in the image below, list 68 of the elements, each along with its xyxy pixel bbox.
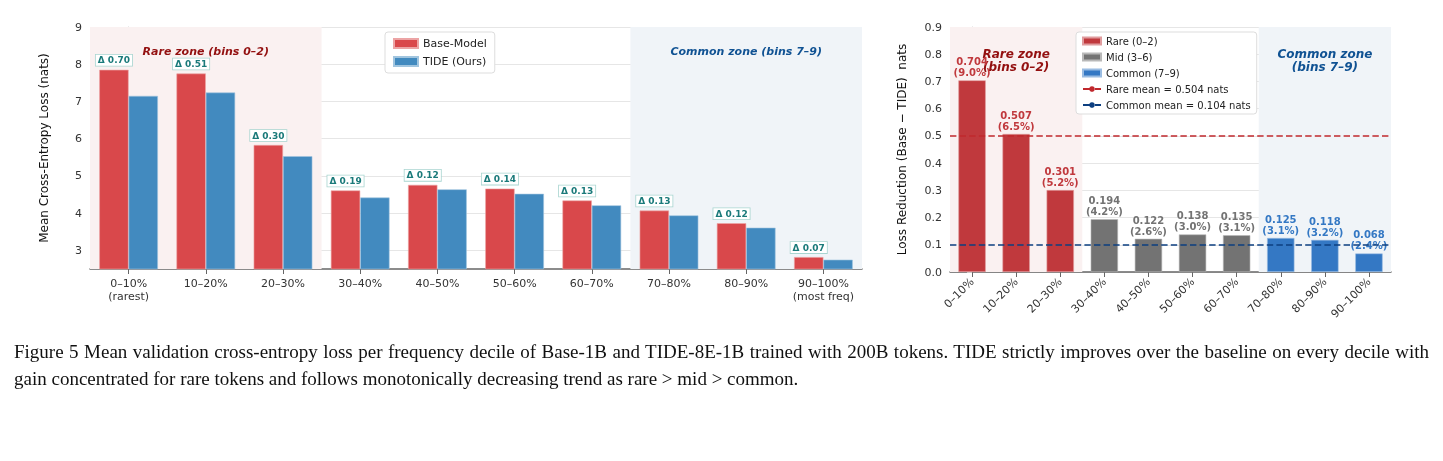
y-tick-label: 0.1: [924, 238, 942, 252]
bar: [1046, 190, 1074, 272]
y-tick-label: 0.5: [924, 129, 942, 143]
x-tick-label: 0–10% (rarest): [108, 277, 150, 303]
annotation: Δ 0.30: [252, 130, 285, 141]
data-label: 0.125 (3.1%): [1262, 213, 1300, 236]
y-tick-label: 6: [75, 132, 82, 146]
y-tick-label: 0.9: [924, 20, 942, 34]
legend-label: Mid (3–6): [1106, 51, 1153, 63]
y-axis-title: Mean Cross-Entropy Loss (nats): [37, 53, 51, 243]
caption: Figure 5 Mean validation cross-entropy loss per frequency decile of Base-1B and TIDE-8E-1B trained with 200B tokens. TIDE strictly improves over the baseline on every decile with gain concentrated for rare tokens and follows monotonically decreasing trend as rare > mid > common.: [13, 340, 1430, 391]
annotation: Δ 0.51: [174, 59, 208, 70]
y-tick-label: 0.6: [924, 102, 942, 116]
x-tick-label: 40–50%: [415, 277, 460, 290]
data-label: 0.118 (3.2%): [1306, 215, 1344, 238]
y-tick-label: 4: [75, 206, 82, 220]
band-label: Rare zone (bins 0–2): [142, 45, 269, 58]
legend-label: Base-Model: [423, 37, 487, 50]
y-tick-label: 9: [75, 20, 82, 34]
annotation: Δ 0.12: [406, 170, 439, 181]
band-label: Common zone (bins 7–9): [670, 45, 822, 58]
annotation: Δ 0.19: [329, 175, 362, 186]
x-tick-label: 50–60%: [492, 277, 537, 290]
data-label: 0.301 (5.2%): [1041, 166, 1079, 189]
annotation: Δ 0.13: [560, 186, 594, 196]
bar: [1178, 234, 1207, 272]
bar: [1222, 235, 1251, 272]
x-tick-label: 20–30%: [261, 277, 305, 290]
y-axis-title: Loss Reduction (Base − TIDE) nats: [895, 43, 909, 256]
bar: [1311, 239, 1339, 272]
y-tick-label: 7: [75, 94, 82, 108]
y-tick-label: 0.0: [924, 265, 942, 279]
x-tick-label: 70–80%: [647, 277, 691, 290]
bar: [958, 80, 986, 272]
y-tick-label: 0.3: [924, 183, 942, 197]
annotation: Δ 0.07: [792, 242, 825, 253]
y-tick-label: 0.4: [924, 156, 942, 170]
bar: [1090, 219, 1119, 272]
bar: [1134, 238, 1163, 272]
legend-label: TIDE (Ours): [422, 55, 487, 68]
y-tick-label: 5: [75, 169, 82, 183]
legend-label: Common mean = 0.104 nats: [1106, 99, 1251, 111]
bar: [1355, 253, 1383, 272]
legend-label: Rare (0–2): [1106, 35, 1158, 47]
x-tick-label: 30–40%: [338, 277, 383, 290]
legend-label: Common (7–9): [1106, 67, 1180, 79]
data-label: 0.194 (4.2%): [1085, 195, 1123, 218]
annotation: Δ 0.14: [483, 174, 517, 185]
x-tick-label: 60–70%: [569, 277, 614, 290]
y-tick-label: 0.8: [924, 47, 942, 61]
band-label: Common zone (bins 7–9): [1277, 46, 1373, 74]
data-label: 0.122 (2.6%): [1130, 214, 1167, 237]
x-tick-label: 80–90%: [724, 277, 769, 290]
data-label: 0.507 (6.5%): [997, 109, 1035, 132]
annotation: Δ 0.70: [97, 55, 131, 66]
y-tick-label: 0.2: [924, 211, 942, 225]
y-tick-label: 8: [75, 57, 82, 71]
annotation: Δ 0.12: [715, 208, 748, 219]
x-tick-label: 10–20%: [183, 277, 228, 290]
bar: [1002, 133, 1030, 272]
legend-label: Rare mean = 0.504 nats: [1106, 83, 1229, 95]
data-label: 0.135 (3.1%): [1218, 211, 1256, 234]
y-tick-label: 3: [75, 243, 82, 257]
data-label: 0.138 (3.0%): [1174, 210, 1211, 233]
annotation: Δ 0.13: [638, 196, 671, 207]
y-tick-label: 0.7: [924, 74, 942, 88]
x-tick-label: 90–100% (most freq): [792, 277, 855, 303]
bar: [1267, 237, 1295, 272]
